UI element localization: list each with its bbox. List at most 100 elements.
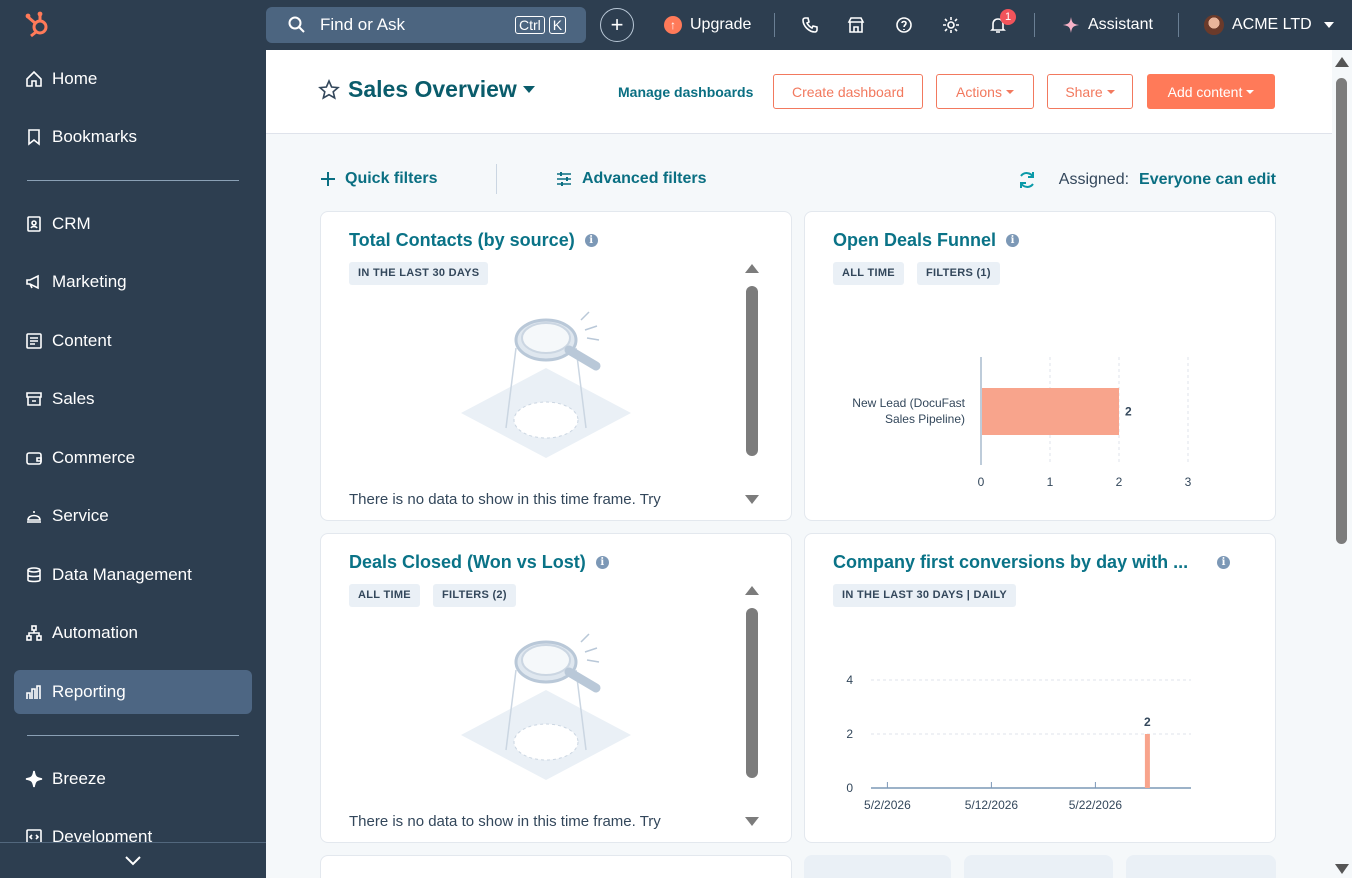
sparkle-icon [1063, 17, 1079, 33]
phone-icon[interactable] [800, 15, 820, 35]
advanced-filters-button[interactable]: Advanced filters [556, 170, 706, 188]
create-dashboard-label: Create dashboard [791, 83, 905, 100]
actions-button[interactable]: Actions [936, 74, 1034, 109]
star-icon[interactable] [318, 78, 340, 101]
sidebar-item-label: Content [52, 331, 112, 350]
sidebar-item-sales[interactable]: Sales [14, 377, 252, 421]
search-input[interactable]: Find or Ask Ctrl K [266, 7, 586, 43]
report-title[interactable]: Deals Closed (Won vs Lost) i [349, 552, 609, 573]
card-scrollbar[interactable] [745, 264, 759, 504]
report-title[interactable]: Open Deals Funnel i [833, 230, 1020, 251]
advanced-filters-label: Advanced filters [582, 170, 707, 187]
scroll-up-icon[interactable] [745, 264, 759, 273]
company-conversions-bar-chart: 0 2 4 5/2/2026 5/12/2026 5/22/2026 2 [846, 673, 1191, 812]
bar [1144, 734, 1150, 788]
scroll-thumb[interactable] [1336, 78, 1347, 544]
report-title[interactable]: Total Contacts (by source) i [349, 230, 598, 251]
report-card-total-contacts: Total Contacts (by source) i IN THE LAST … [320, 211, 792, 521]
refresh-icon[interactable] [1017, 170, 1037, 190]
plus-icon: + [610, 12, 624, 37]
sidebar: Home Bookmarks CRM Marketing Content Sal… [0, 0, 266, 878]
info-icon[interactable]: i [584, 234, 598, 247]
sidebar-item-home[interactable]: Home [14, 57, 252, 101]
assigned-info: Assigned: Everyone can edit [1017, 170, 1276, 190]
filters-tag: FILTERS (2) [433, 584, 516, 607]
hubspot-logo-icon[interactable] [24, 10, 52, 38]
sidebar-item-label: Bookmarks [52, 127, 138, 146]
empty-state-message: There is no data to show in this time fr… [349, 491, 661, 508]
search-placeholder: Find or Ask [320, 15, 406, 34]
upgrade-button[interactable]: ↑ Upgrade [664, 0, 751, 50]
sidebar-item-label: Home [52, 69, 98, 88]
topbar-divider [1034, 13, 1035, 37]
page-scrollbar[interactable] [1332, 50, 1352, 878]
report-title[interactable]: Company first conversions by day with ..… [833, 552, 1230, 573]
sidebar-item-reporting[interactable]: Reporting [14, 670, 252, 714]
scroll-up-icon[interactable] [745, 586, 759, 595]
service-bell-icon [24, 506, 44, 526]
empty-state-magnifier-icon [461, 633, 631, 780]
scroll-up-icon[interactable] [1335, 57, 1349, 67]
add-content-button[interactable]: Add content [1147, 74, 1275, 109]
share-button[interactable]: Share [1047, 74, 1133, 109]
sidebar-item-commerce[interactable]: Commerce [14, 436, 252, 480]
quick-filters-button[interactable]: Quick filters [320, 170, 437, 188]
x-tick-label: 5/22/2026 [1069, 798, 1123, 812]
wallet-icon [24, 448, 44, 468]
sidebar-item-automation[interactable]: Automation [14, 611, 252, 655]
account-name: ACME LTD [1232, 16, 1312, 33]
data-label: 2 [1125, 405, 1132, 419]
manage-dashboards-link[interactable]: Manage dashboards [618, 84, 754, 100]
empty-state-message: There is no data to show in this time fr… [349, 813, 661, 830]
assistant-button[interactable]: Assistant [1062, 0, 1153, 50]
report-card-placeholder [804, 855, 951, 878]
sidebar-item-content[interactable]: Content [14, 319, 252, 363]
category-label: Sales Pipeline) [885, 412, 965, 426]
bar [982, 388, 1119, 435]
scroll-down-icon[interactable] [745, 495, 759, 504]
bookmark-icon [24, 127, 44, 147]
sidebar-item-breeze[interactable]: Breeze [14, 757, 252, 801]
sidebar-item-label: Breeze [52, 769, 106, 788]
help-icon[interactable] [894, 15, 914, 35]
card-scrollbar[interactable] [745, 586, 759, 826]
dashboard-title-group[interactable]: Sales Overview [318, 76, 535, 103]
upgrade-label: Upgrade [690, 16, 752, 33]
scroll-down-icon[interactable] [1335, 864, 1349, 874]
filter-bar: Quick filters Advanced filters Assigned:… [320, 164, 1276, 194]
sidebar-item-marketing[interactable]: Marketing [14, 260, 252, 304]
shortcut-key: K [548, 16, 567, 34]
info-icon[interactable]: i [595, 556, 609, 569]
caret-down-icon[interactable] [522, 86, 535, 93]
scroll-thumb[interactable] [746, 286, 758, 456]
sidebar-item-data-management[interactable]: Data Management [14, 553, 252, 597]
marketplace-icon[interactable] [846, 15, 866, 35]
dashboard-main: Sales Overview Manage dashboards Create … [266, 50, 1332, 878]
dashboard-header: Sales Overview Manage dashboards Create … [266, 50, 1332, 134]
y-tick-label: 4 [846, 673, 853, 687]
quick-filters-label: Quick filters [345, 170, 438, 187]
report-card-open-deals: Open Deals Funnel i ALL TIME FILTERS (1) … [804, 211, 1276, 521]
sliders-icon [557, 172, 571, 186]
y-tick-label: 2 [846, 727, 853, 741]
sidebar-item-bookmarks[interactable]: Bookmarks [14, 115, 252, 159]
bell-icon[interactable]: 1 [988, 9, 1016, 35]
scroll-down-icon[interactable] [745, 817, 759, 826]
assigned-value-link[interactable]: Everyone can edit [1139, 171, 1276, 188]
page-title[interactable]: Sales Overview [348, 76, 517, 102]
database-icon [24, 565, 44, 585]
scroll-thumb[interactable] [746, 608, 758, 778]
create-dashboard-button[interactable]: Create dashboard [773, 74, 923, 109]
date-range-tag: IN THE LAST 30 DAYS [349, 262, 489, 285]
sidebar-collapse-button[interactable] [0, 842, 266, 878]
create-new-button[interactable]: + [600, 8, 634, 42]
x-tick-label: 2 [1116, 475, 1123, 489]
sidebar-item-crm[interactable]: CRM [14, 202, 252, 246]
account-menu[interactable]: ACME LTD [1204, 0, 1334, 50]
gear-icon[interactable] [941, 15, 961, 35]
info-icon[interactable]: i [1217, 556, 1230, 569]
info-icon[interactable]: i [1006, 234, 1020, 247]
report-title-text: Company first conversions by day with ..… [833, 552, 1189, 572]
add-content-label: Add content [1167, 83, 1243, 100]
sidebar-item-service[interactable]: Service [14, 494, 252, 538]
